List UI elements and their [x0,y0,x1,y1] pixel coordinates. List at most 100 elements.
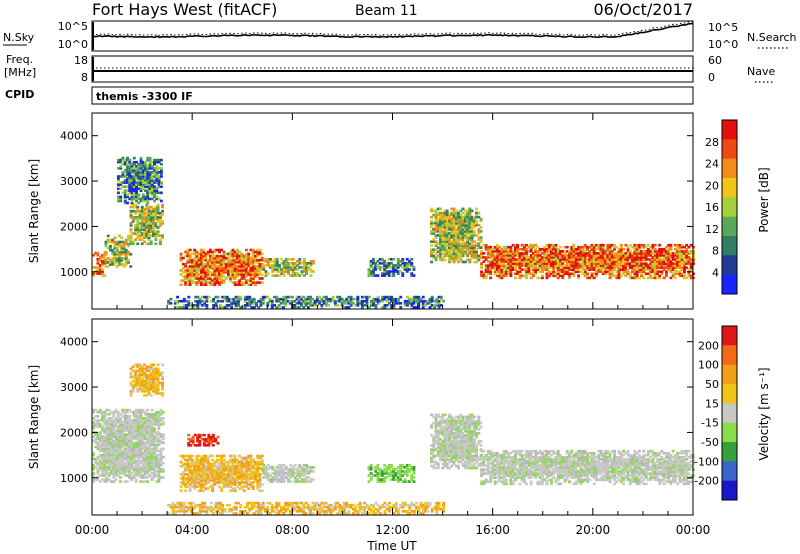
data-cell [601,248,605,251]
data-cell [124,242,128,246]
data-cell [599,250,603,253]
data-cell [136,383,140,387]
data-cell [495,266,499,269]
data-cell [628,264,632,267]
data-cell [128,173,132,176]
data-cell [103,439,107,443]
data-cell [152,218,155,221]
data-cell [123,453,127,457]
data-cell [179,477,183,480]
data-cell [256,267,260,270]
data-cell [250,306,254,309]
data-cell [153,185,156,188]
data-cell [251,273,255,276]
data-cell [372,260,375,263]
data-cell [472,217,476,221]
data-cell [249,248,253,252]
data-cell [128,431,131,434]
data-cell [430,252,433,256]
data-cell [676,252,680,255]
data-cell [159,455,163,459]
data-cell [159,419,163,422]
data-cell [295,297,299,301]
data-cell [137,453,140,457]
data-cell [179,283,183,286]
data-cell [604,272,607,276]
data-cell [680,268,684,271]
data-cell [150,437,154,440]
data-cell [112,419,116,422]
data-cell [606,262,610,265]
data-cell [229,454,233,458]
data-cell [188,468,192,472]
data-cell [678,256,682,259]
data-cell [145,232,149,235]
data-cell [112,453,116,457]
data-cell [199,262,203,266]
data-cell [403,262,407,265]
data-cell [128,472,131,475]
data-cell [385,272,389,275]
data-cell [572,245,576,249]
data-cell [222,479,226,482]
data-cell [134,228,137,231]
data-cell [107,425,111,428]
data-cell [211,471,215,474]
data-cell [674,264,677,267]
data-cell [139,158,143,162]
data-cell [671,274,675,278]
data-cell [206,250,210,254]
data-cell [109,248,112,252]
data-cell [137,455,140,459]
data-cell [655,260,659,263]
data-cell [626,264,630,267]
data-cell [541,274,544,278]
data-cell [273,260,277,263]
data-cell [322,299,326,303]
data-cell [463,219,467,223]
data-cell [152,474,156,477]
data-cell [195,475,199,478]
data-cell [140,383,144,387]
data-cell [459,232,463,235]
data-cell [130,425,134,428]
data-cell [185,299,189,303]
data-cell [583,256,587,259]
data-cell [155,480,158,483]
data-cell [262,258,266,261]
data-cell [202,275,206,278]
data-cell [132,175,136,178]
data-cell [640,262,644,265]
data-cell [443,226,447,229]
data-cell [145,388,149,391]
data-cell [147,226,151,229]
data-cell [273,274,277,277]
data-cell [149,226,153,229]
data-cell [468,219,472,223]
data-cell [157,410,161,414]
data-cell [150,443,154,447]
data-cell [137,183,141,186]
data-cell [288,295,292,299]
data-cell [439,258,442,262]
data-cell [203,302,207,305]
data-cell [434,248,438,251]
data-cell [161,220,164,223]
data-cell [547,260,551,263]
data-cell [509,252,513,255]
data-cell [215,275,219,278]
data-cell [300,297,303,301]
data-cell [662,264,666,267]
data-cell [112,433,116,436]
data-cell [669,248,673,251]
data-cell [141,466,145,469]
data-cell [454,254,458,258]
data-cell [264,270,268,273]
data-cell [419,297,423,301]
data-cell [410,262,414,265]
data-cell [154,392,158,395]
data-cell [250,302,254,305]
data-cell [116,415,120,418]
freq-tick-top: 18 [74,54,88,67]
data-cell [188,456,192,460]
